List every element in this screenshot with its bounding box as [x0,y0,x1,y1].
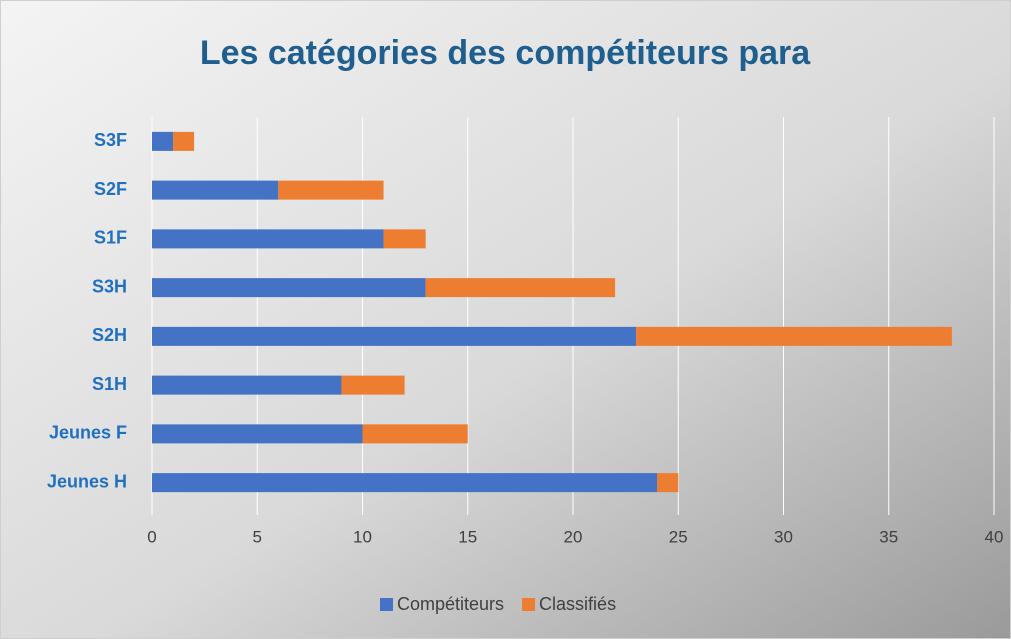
bar-segment [383,229,426,249]
x-tick-label: 35 [879,527,898,546]
y-tick-label: S2F [94,179,127,199]
x-tick-label: 5 [253,527,262,546]
x-tick-label: 0 [147,527,156,546]
y-tick-label: Jeunes H [47,471,127,491]
bar-segment [657,473,679,493]
bar-segment [425,278,616,298]
y-tick-label: S3H [92,276,127,296]
legend-label: Compétiteurs [397,594,504,614]
bar-segment [362,424,468,444]
bar-segment [152,375,342,395]
x-tick-label: 30 [774,527,793,546]
bar-segment [278,180,384,200]
legend-label: Classifiés [539,594,616,614]
x-tick-label: 40 [985,527,1004,546]
y-tick-label: Jeunes F [49,423,127,443]
chart-title: Les catégories des compétiteurs para [200,34,811,72]
bar-segment [152,180,279,200]
bar-segment [152,229,384,249]
y-tick-label: S3F [94,130,127,150]
bar-segment [152,424,363,444]
y-tick-label: S2H [92,325,127,345]
y-tick-label: S1H [92,374,127,394]
x-tick-label: 10 [353,527,372,546]
bar-segment [152,278,426,298]
x-tick-label: 25 [669,527,688,546]
bar-segment [152,326,637,346]
bar-segment [341,375,405,395]
y-tick-label: S1F [94,228,127,248]
legend-swatch [380,598,393,611]
x-tick-label: 20 [564,527,583,546]
bar-segment [636,326,952,346]
bar-segment [173,131,195,151]
legend-swatch [522,598,536,611]
bar-segment [152,473,658,493]
x-tick-label: 15 [458,527,477,546]
bar-segment [152,131,174,151]
